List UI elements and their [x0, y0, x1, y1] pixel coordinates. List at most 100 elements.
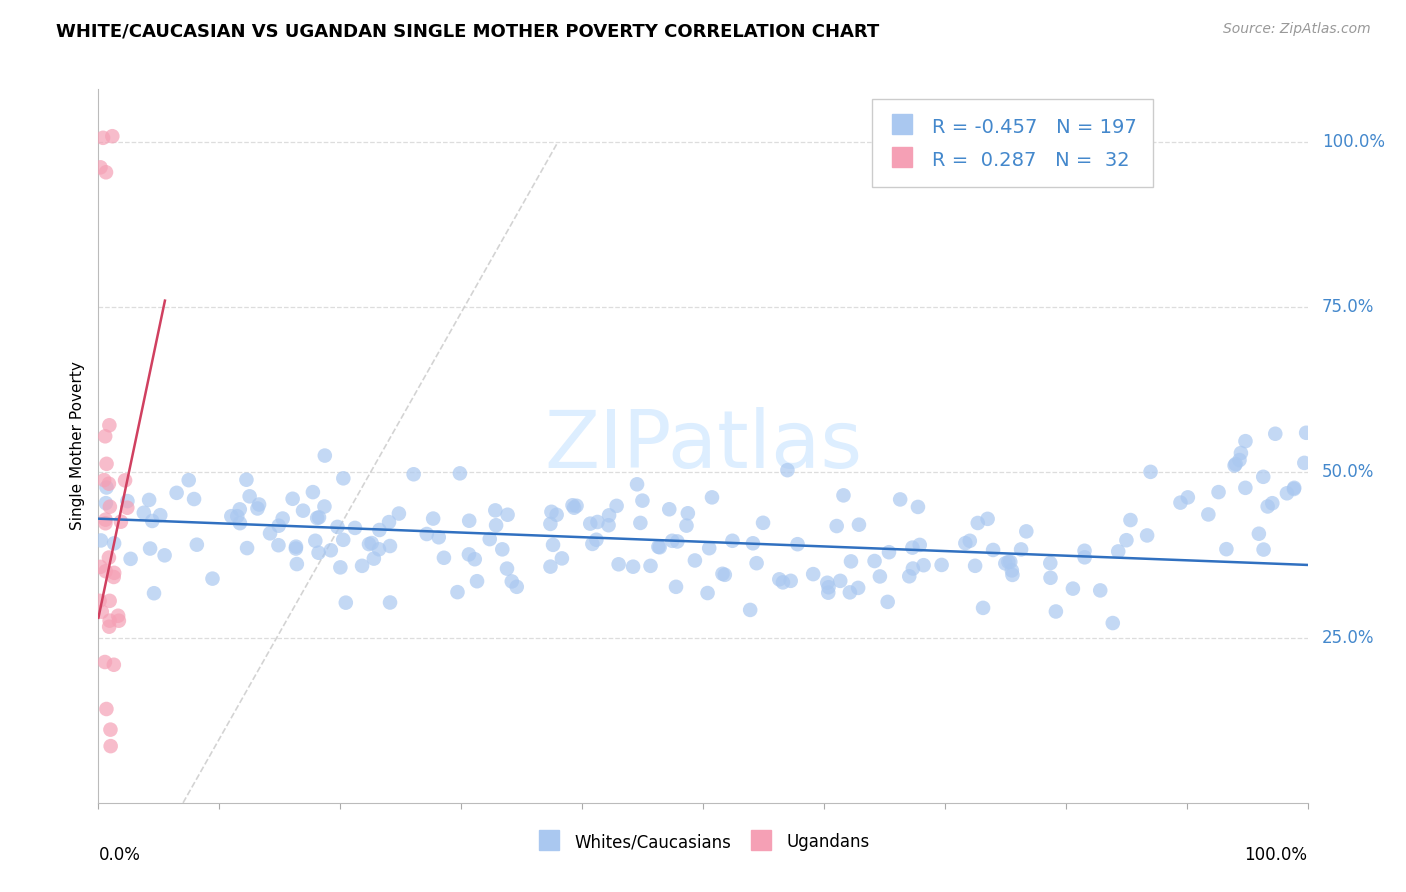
- Point: [103, 536, 125, 550]
- Point: [186, 538, 208, 552]
- Point: [308, 510, 330, 524]
- Point: [388, 507, 411, 521]
- Point: [246, 501, 269, 516]
- Point: [817, 580, 839, 594]
- Point: [551, 551, 574, 566]
- Point: [267, 518, 290, 533]
- Point: [458, 548, 481, 562]
- Point: [100, 739, 122, 753]
- Point: [506, 580, 529, 594]
- Point: [786, 537, 808, 551]
- Text: Source: ZipAtlas.com: Source: ZipAtlas.com: [1223, 22, 1371, 37]
- Point: [1073, 550, 1095, 565]
- Point: [626, 477, 648, 491]
- Point: [772, 575, 794, 590]
- Point: [91, 130, 114, 145]
- Point: [94, 564, 117, 578]
- Point: [700, 491, 723, 505]
- Point: [308, 546, 330, 560]
- Point: [665, 580, 688, 594]
- Point: [326, 520, 349, 534]
- Point: [1282, 481, 1305, 495]
- Point: [363, 551, 385, 566]
- Point: [696, 586, 718, 600]
- Point: [598, 508, 620, 523]
- Point: [981, 543, 1004, 558]
- Point: [581, 537, 603, 551]
- Point: [94, 496, 117, 510]
- Point: [959, 533, 981, 548]
- Point: [1015, 524, 1038, 539]
- Point: [1197, 508, 1219, 522]
- Point: [565, 499, 588, 513]
- Point: [1234, 481, 1257, 495]
- Point: [94, 655, 117, 669]
- Point: [378, 515, 401, 529]
- Point: [768, 572, 790, 586]
- Point: [108, 614, 131, 628]
- Point: [658, 502, 681, 516]
- Point: [416, 527, 439, 541]
- Point: [648, 541, 671, 555]
- Point: [221, 509, 243, 524]
- Point: [1229, 453, 1251, 467]
- Point: [201, 572, 224, 586]
- Point: [740, 603, 762, 617]
- Point: [94, 429, 117, 443]
- Point: [546, 508, 568, 522]
- Point: [271, 511, 294, 525]
- Point: [830, 574, 852, 588]
- Point: [912, 558, 935, 573]
- Point: [229, 502, 252, 516]
- Point: [89, 559, 111, 574]
- Point: [357, 537, 380, 551]
- Point: [89, 161, 111, 175]
- Point: [368, 523, 391, 537]
- Point: [226, 509, 249, 524]
- Point: [538, 516, 561, 531]
- Point: [1215, 542, 1237, 557]
- Point: [166, 486, 188, 500]
- Point: [259, 526, 281, 541]
- Point: [889, 492, 911, 507]
- Point: [607, 558, 630, 572]
- Point: [931, 558, 953, 572]
- Point: [93, 473, 115, 487]
- Text: 100.0%: 100.0%: [1244, 846, 1308, 863]
- Point: [332, 471, 354, 485]
- Point: [464, 552, 486, 566]
- Point: [117, 494, 139, 508]
- Point: [314, 449, 336, 463]
- Point: [540, 505, 562, 519]
- Point: [177, 473, 200, 487]
- Text: 25.0%: 25.0%: [1322, 629, 1375, 647]
- Point: [661, 533, 683, 548]
- Text: ZIPatlas: ZIPatlas: [544, 407, 862, 485]
- Point: [360, 536, 382, 550]
- Point: [141, 514, 163, 528]
- Point: [628, 516, 651, 530]
- Point: [138, 492, 160, 507]
- Point: [1115, 533, 1137, 548]
- Point: [114, 474, 136, 488]
- Point: [284, 541, 307, 556]
- Point: [848, 517, 870, 532]
- Point: [776, 463, 799, 477]
- Point: [1253, 542, 1275, 557]
- Point: [281, 491, 304, 506]
- Point: [1275, 486, 1298, 500]
- Point: [876, 595, 898, 609]
- Point: [465, 574, 488, 589]
- Point: [863, 554, 886, 568]
- Point: [103, 657, 125, 672]
- Point: [378, 539, 401, 553]
- Point: [586, 515, 609, 529]
- Point: [1208, 485, 1230, 500]
- Point: [631, 493, 654, 508]
- Point: [801, 567, 824, 582]
- Point: [579, 516, 602, 531]
- Point: [966, 516, 988, 530]
- Point: [666, 534, 689, 549]
- Point: [1073, 543, 1095, 558]
- Point: [139, 541, 162, 556]
